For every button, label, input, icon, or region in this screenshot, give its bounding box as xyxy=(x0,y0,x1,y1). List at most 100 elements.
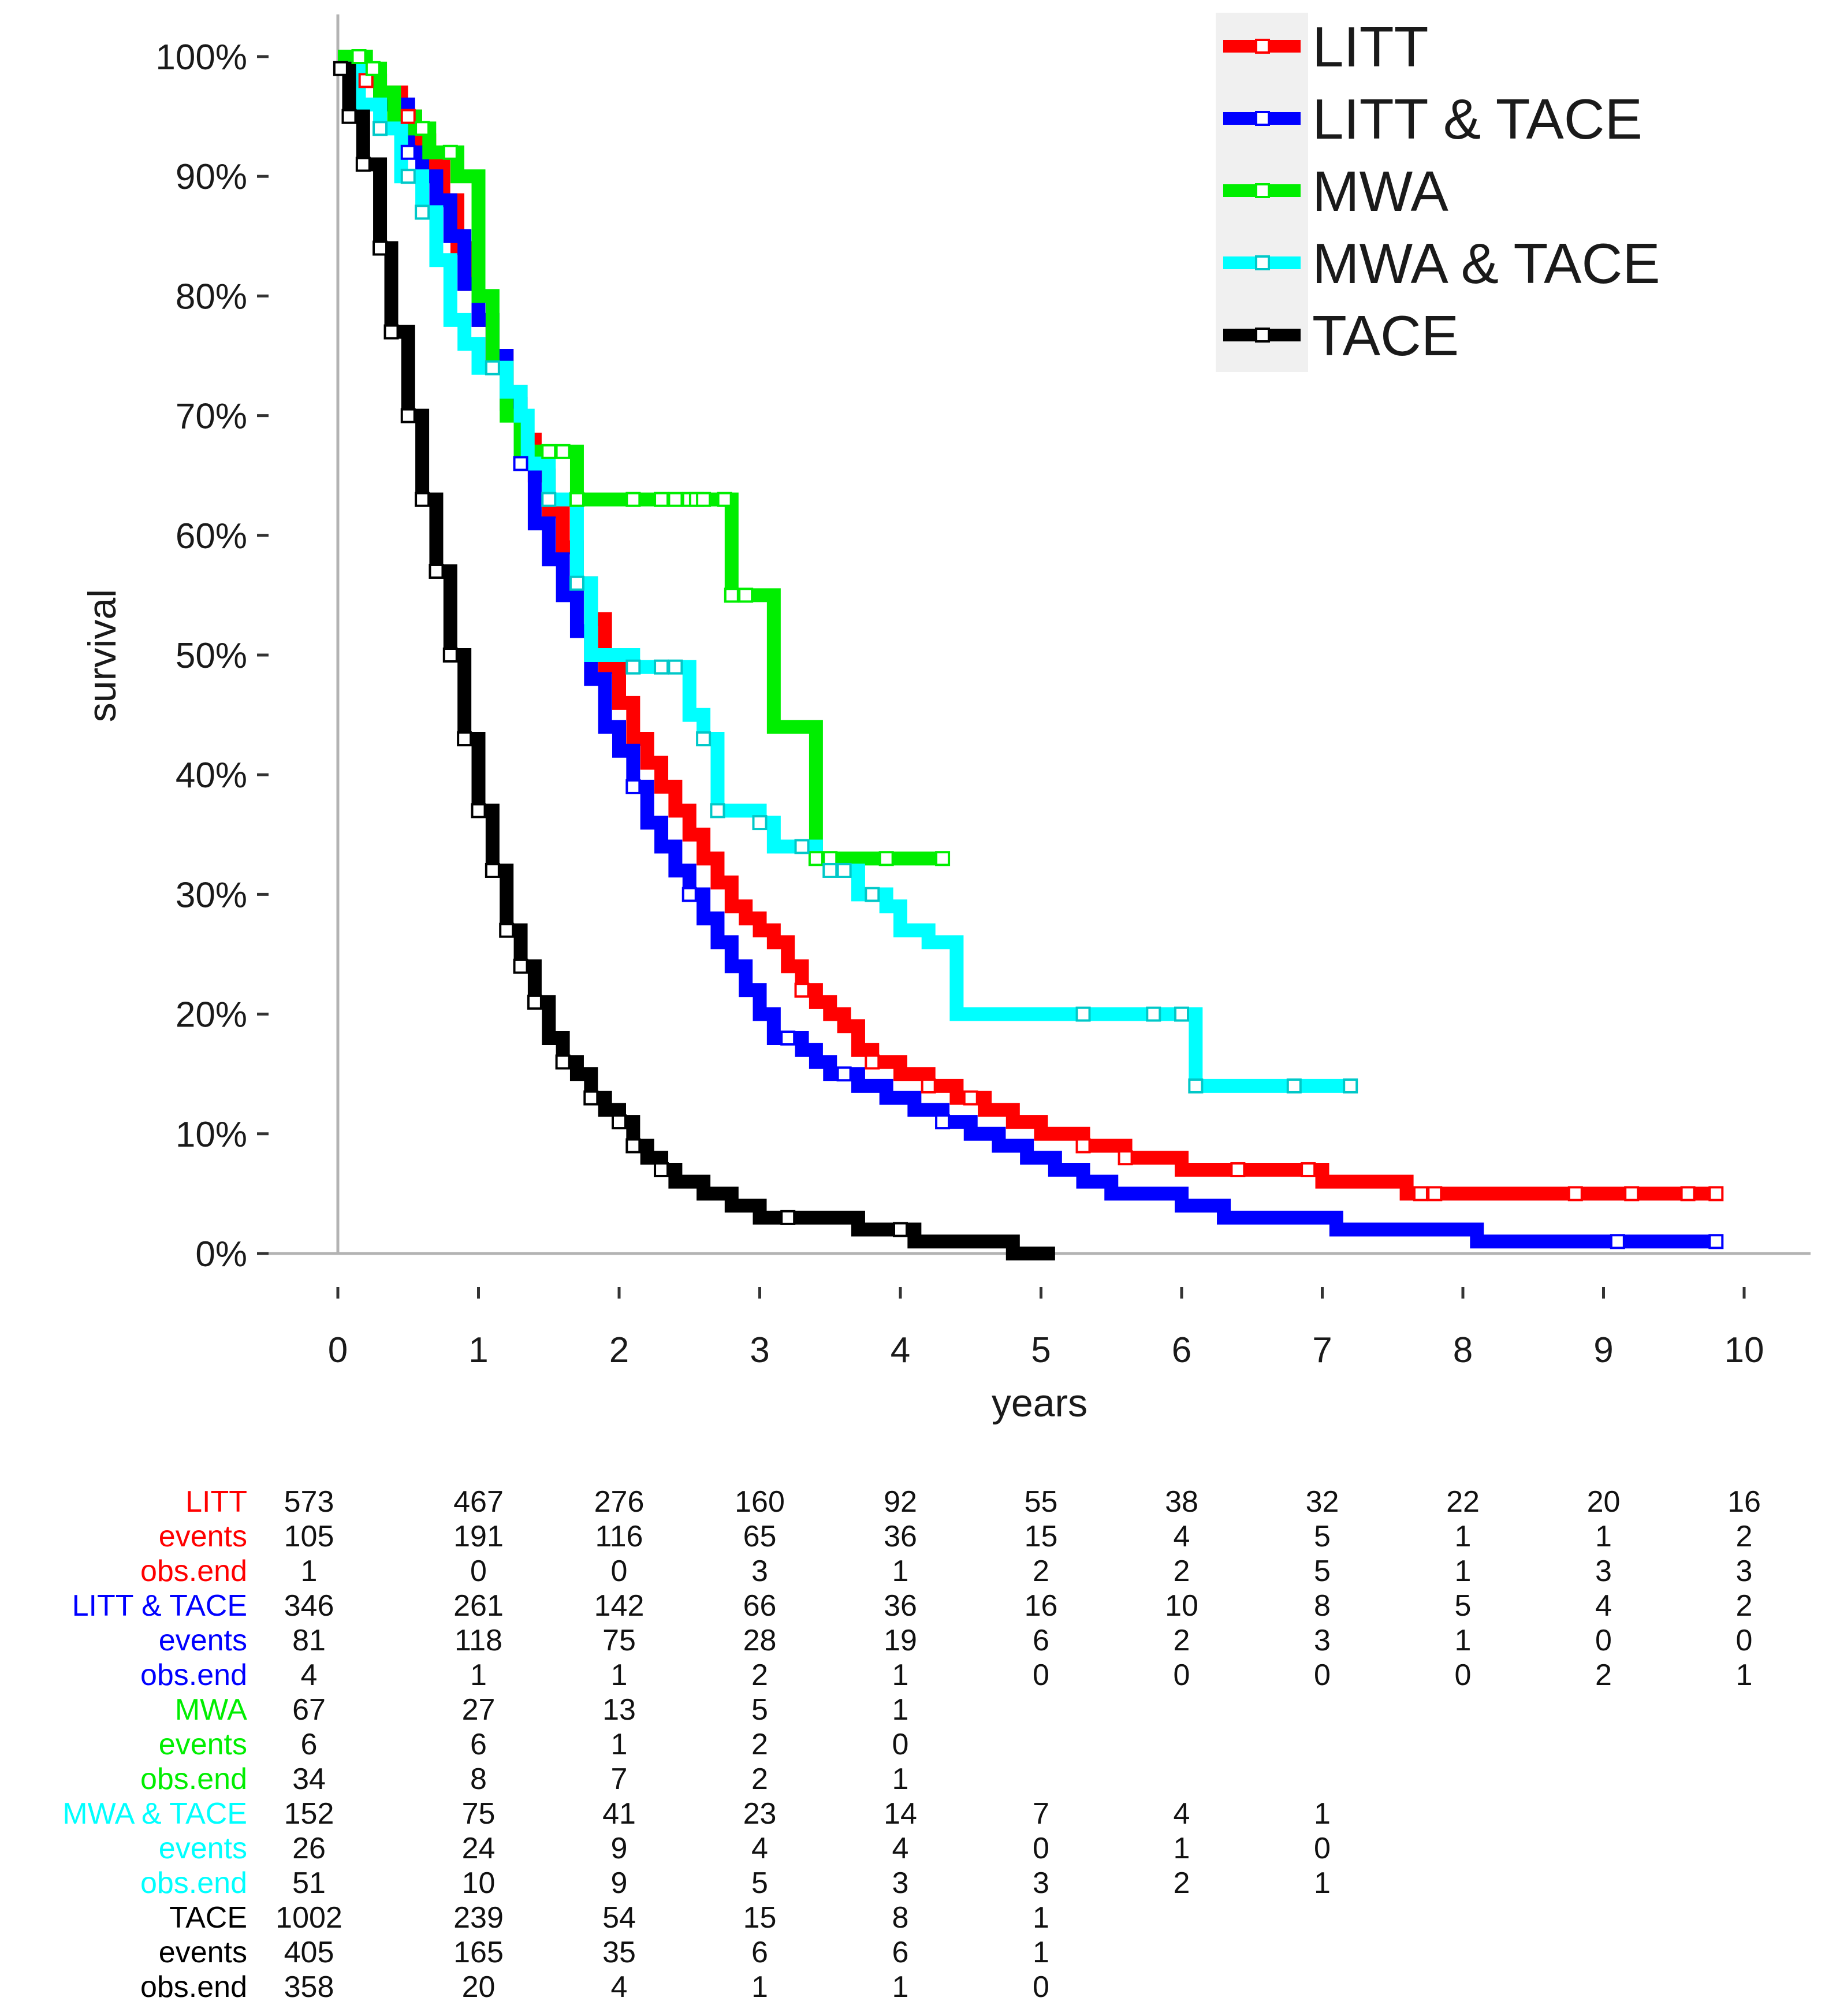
censor-mark-mwa-tace xyxy=(1286,1078,1302,1093)
series-mwa-tace-line xyxy=(338,61,1351,1093)
censor-mark-litt xyxy=(358,73,374,88)
risk-table-cell: 9 xyxy=(611,1866,628,1900)
censor-mark-tace xyxy=(333,61,348,76)
risk-table-row-label: events xyxy=(159,1624,247,1657)
legend-key-marker xyxy=(1255,183,1270,198)
risk-table-cell: 5 xyxy=(751,1693,768,1727)
risk-table-cell: 160 xyxy=(735,1485,785,1519)
censor-mark-tace xyxy=(654,1162,669,1177)
x-tick-label: 6 xyxy=(1172,1330,1191,1370)
legend-label: LITT xyxy=(1312,15,1428,79)
censor-mark-tace xyxy=(373,240,388,256)
censor-mark-mwa xyxy=(878,851,894,866)
y-tick-label: 60% xyxy=(176,516,247,556)
risk-table-cell: 4 xyxy=(611,1970,628,2004)
censor-mark-mwa xyxy=(415,121,430,136)
risk-table-cell: 0 xyxy=(1455,1658,1472,1692)
x-tick-label: 5 xyxy=(1031,1330,1051,1370)
x-tick-label: 7 xyxy=(1312,1330,1332,1370)
risk-table-cell: 105 xyxy=(284,1520,334,1553)
censor-mark-litt-tace xyxy=(625,779,641,794)
censor-mark-tace xyxy=(499,923,515,938)
risk-table-cell: 8 xyxy=(892,1901,909,1935)
censor-mark-tace xyxy=(415,492,430,507)
censor-mark-mwa-tace xyxy=(1075,1006,1091,1022)
risk-table-row-label: obs.end xyxy=(140,1762,247,1796)
censor-mark-tace xyxy=(471,803,486,819)
risk-table-cell: 15 xyxy=(1025,1520,1058,1553)
censor-mark-mwa xyxy=(822,851,838,866)
risk-table-cell: 16 xyxy=(1025,1589,1058,1623)
risk-table-cell: 24 xyxy=(462,1832,496,1865)
risk-table-cell: 1 xyxy=(1736,1658,1753,1692)
censor-mark-mwa xyxy=(569,492,584,507)
censor-mark-mwa-tace xyxy=(1188,1078,1204,1093)
censor-mark-mwa xyxy=(724,587,739,603)
censor-mark-litt xyxy=(1075,1138,1091,1154)
risk-table-cell: 75 xyxy=(602,1624,636,1657)
y-tick-label: 80% xyxy=(176,277,247,317)
censor-mark-litt xyxy=(400,109,416,124)
risk-table-cell: 2 xyxy=(1174,1866,1190,1900)
censor-mark-litt-tace xyxy=(400,144,416,160)
risk-table-cell: 358 xyxy=(284,1970,334,2004)
risk-table-cell: 1 xyxy=(1174,1832,1190,1865)
legend-label: MWA & TACE xyxy=(1312,232,1660,295)
risk-table-cell: 191 xyxy=(453,1520,504,1553)
legend-label: TACE xyxy=(1312,304,1459,367)
risk-table-cell: 92 xyxy=(884,1485,917,1519)
risk-table-cell: 7 xyxy=(1033,1797,1049,1831)
censor-mark-litt xyxy=(1680,1186,1696,1202)
risk-table-cell: 3 xyxy=(1736,1554,1753,1588)
risk-table-row-label: obs.end xyxy=(140,1658,247,1692)
risk-table-cell: 142 xyxy=(594,1589,645,1623)
x-tick-label: 3 xyxy=(750,1330,769,1370)
risk-table-cell: 7 xyxy=(611,1762,628,1796)
risk-table-cell: 36 xyxy=(884,1589,917,1623)
censor-mark-tace xyxy=(457,731,472,747)
risk-table-cell: 13 xyxy=(602,1693,636,1727)
risk-table-cell: 66 xyxy=(743,1589,777,1623)
censor-mark-mwa-tace xyxy=(541,492,557,507)
risk-table-cell: 1 xyxy=(892,1970,909,2004)
risk-table-cell: 0 xyxy=(611,1554,628,1588)
risk-table-cell: 65 xyxy=(743,1520,777,1553)
y-tick-label: 30% xyxy=(176,875,247,915)
y-tick-label: 0% xyxy=(195,1234,247,1274)
censor-mark-litt-tace xyxy=(1610,1234,1625,1249)
risk-table-cell: 261 xyxy=(453,1589,504,1623)
risk-table-cell: 0 xyxy=(1033,1658,1049,1692)
x-tick-label: 1 xyxy=(468,1330,488,1370)
legend-label: LITT & TACE xyxy=(1312,87,1642,151)
legend-label: MWA xyxy=(1312,159,1448,223)
censor-mark-litt xyxy=(963,1090,978,1106)
y-tick-label: 10% xyxy=(176,1115,247,1155)
risk-table-cell: 27 xyxy=(462,1693,496,1727)
censor-mark-litt xyxy=(1708,1186,1724,1202)
censor-mark-tace xyxy=(555,1054,571,1070)
censor-mark-tace xyxy=(513,958,528,974)
risk-table-cell: 165 xyxy=(453,1936,504,1969)
risk-table-cell: 6 xyxy=(1033,1624,1049,1657)
legend-key-marker xyxy=(1255,39,1270,54)
legend-key-marker xyxy=(1255,328,1270,343)
y-tick-label: 90% xyxy=(176,157,247,197)
censor-mark-mwa-tace xyxy=(485,360,500,375)
censor-mark-tace xyxy=(442,648,458,663)
censor-mark-mwa-tace xyxy=(668,659,683,675)
risk-table-cell: 2 xyxy=(1736,1589,1753,1623)
risk-table-cell: 3 xyxy=(751,1554,768,1588)
censor-mark-mwa xyxy=(935,851,951,866)
risk-table-row-label: events xyxy=(159,1832,247,1865)
censor-mark-litt-tace xyxy=(935,1114,951,1130)
censor-mark-mwa xyxy=(365,61,381,76)
x-tick-label: 2 xyxy=(609,1330,629,1370)
risk-table-cell: 1 xyxy=(611,1658,628,1692)
risk-table-cell: 573 xyxy=(284,1485,334,1519)
censor-mark-litt-tace xyxy=(780,1031,796,1046)
risk-table-cell: 1 xyxy=(1455,1520,1472,1553)
risk-table-cell: 19 xyxy=(884,1624,917,1657)
risk-table-cell: 1 xyxy=(1455,1624,1472,1657)
censor-mark-mwa-tace xyxy=(710,803,725,819)
censor-mark-mwa xyxy=(555,444,571,459)
